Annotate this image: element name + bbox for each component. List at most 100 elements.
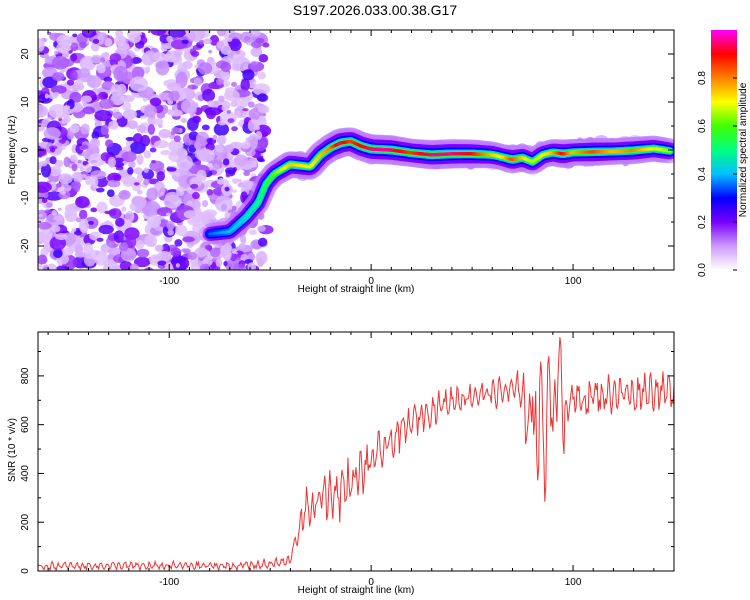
spectrogram-noise-blob — [108, 176, 115, 181]
spectrogram-noise-blob — [63, 156, 71, 168]
spectrogram-noise-blob — [243, 170, 250, 177]
spectrogram-x-tick-label: 100 — [565, 276, 582, 287]
spectrogram-noise-blob — [215, 145, 224, 153]
spectrogram-noise-blob — [97, 33, 105, 46]
snr-x-tick-label: 0 — [368, 577, 374, 588]
spectrogram-noise-blob — [91, 31, 97, 36]
spectrogram-noise-blob — [146, 187, 158, 201]
spectrogram-noise-blob — [53, 91, 60, 97]
spectrogram-noise-blob — [74, 243, 83, 255]
spectrogram-noise-blob — [206, 109, 216, 120]
spectrogram-noise-blob — [207, 100, 215, 108]
spectrogram-noise-blob — [135, 239, 145, 250]
spectrogram-y-tick-label: 0 — [20, 147, 31, 153]
spectrogram-noise-blob — [224, 186, 230, 192]
spectrogram-noise-blob — [143, 150, 152, 159]
snr-frame — [37, 331, 675, 572]
spectrogram-noise-blob — [122, 109, 138, 120]
spectrogram-y-tick-label: 20 — [20, 48, 31, 60]
spectrogram-noise-blob — [147, 124, 156, 135]
spectrogram-noise-blob — [215, 77, 224, 86]
spectrogram-noise-blob — [93, 86, 98, 93]
spectrogram-y-tick-label: -20 — [20, 238, 31, 253]
colorbar-tick-label: 0.8 — [697, 71, 708, 85]
spectrogram-noise-blob — [58, 173, 73, 185]
spectrogram-noise-blob — [182, 60, 193, 70]
spectrogram-noise-blob — [181, 39, 189, 45]
spectrogram-noise-blob — [89, 138, 101, 149]
spectrogram-noise-blob — [229, 253, 238, 262]
spectrogram-noise-blob — [181, 248, 188, 253]
spectrogram-noise-blob — [174, 239, 183, 247]
spectrogram-noise-blob — [193, 77, 202, 87]
spectrogram-noise-blob — [203, 38, 212, 45]
spectrogram-noise-blob — [157, 260, 167, 266]
spectrogram-noise-blob — [67, 209, 78, 219]
spectrogram-noise-blob — [169, 109, 183, 117]
spectrogram-noise-blob — [59, 190, 66, 195]
spectrogram-noise-blob — [109, 208, 122, 219]
spectrogram-noise-blob — [133, 182, 140, 186]
spectrogram-noise-blob — [201, 124, 210, 131]
spectrogram-noise-blob — [231, 205, 237, 212]
spectrogram-ridge-halo — [653, 157, 666, 163]
colorbar-label: Normalized spectral amplitude — [738, 82, 749, 217]
spectrogram-noise-blob — [95, 250, 100, 256]
spectrogram-noise-blob — [77, 160, 82, 164]
spectrogram-y-tick-label: -10 — [20, 190, 31, 205]
colorbar-tick-label: 0.6 — [697, 119, 708, 133]
spectrogram-noise-blob — [127, 167, 134, 175]
spectrogram-noise-blob — [45, 191, 64, 201]
spectrogram-noise-blob — [150, 30, 167, 36]
spectrogram-noise-blob — [262, 42, 270, 48]
spectrogram-noise-blob — [239, 31, 254, 44]
spectrogram-noise-blob — [192, 191, 200, 200]
spectrogram-noise-blob — [38, 123, 46, 132]
spectrogram-noise-blob — [136, 189, 143, 195]
spectrogram-noise-blob — [252, 83, 271, 96]
spectrogram-ridge-halo — [594, 134, 609, 145]
spectrogram-noise-blob — [52, 72, 65, 82]
spectrogram-noise-blob — [158, 129, 172, 139]
colorbar-tick-label: 0.4 — [697, 167, 708, 181]
spectrogram-ridge-layer — [198, 127, 674, 248]
spectrogram-noise-blob — [226, 109, 231, 114]
spectrogram-noise-blob — [156, 251, 172, 262]
spectrogram-noise-blob — [79, 41, 87, 49]
spectrogram-noise-blob — [53, 50, 59, 55]
spectrogram-noise-blob — [224, 167, 237, 174]
spectrogram-noise-blob — [231, 126, 238, 132]
spectrogram-noise-blob — [215, 258, 223, 267]
spectrogram-noise-blob — [121, 151, 137, 163]
spectrogram-noise-blob — [141, 200, 161, 217]
spectrogram-noise-blob — [136, 124, 147, 133]
spectrogram-noise-blob — [250, 46, 263, 57]
spectrogram-noise-blob — [90, 207, 98, 213]
spectrogram-noise-blob — [70, 53, 78, 62]
spectrogram-noise-blob — [44, 209, 52, 214]
spectrogram-noise-blob — [51, 56, 69, 70]
spectrogram-noise-blob — [212, 134, 218, 140]
spectrogram-noise-blob — [227, 118, 235, 123]
snr-y-tick-label: 200 — [20, 513, 31, 530]
spectrogram-noise-blob — [133, 167, 144, 175]
spectrogram-ridge-halo — [447, 162, 454, 169]
spectrogram-noise-blob — [143, 167, 149, 173]
spectrogram-noise-blob — [73, 171, 83, 184]
spectrogram-noise-blob — [90, 42, 100, 52]
spectrogram-noise-blob — [128, 33, 141, 44]
spectrogram-noise-blob — [197, 62, 213, 75]
spectrogram-noise-blob — [103, 76, 113, 83]
spectrogram-noise-blob — [257, 71, 266, 80]
spectrogram-noise-blob — [81, 30, 96, 38]
spectrogram-noise-blob — [71, 163, 78, 172]
spectrogram-noise-blob — [166, 35, 173, 43]
spectrogram-noise-blob — [218, 95, 225, 103]
spectrogram-noise-blob — [112, 111, 123, 120]
spectrogram-noise-blob — [96, 63, 106, 74]
spectrogram-y-axis-label: Frequency (Hz) — [7, 116, 18, 185]
colorbar: 0.0 0.2 0.4 0.6 0.8 Normalized spectral ampl… — [697, 30, 749, 277]
spectrogram-noise-blob — [55, 265, 70, 270]
spectrogram-noise-blob — [238, 263, 245, 269]
